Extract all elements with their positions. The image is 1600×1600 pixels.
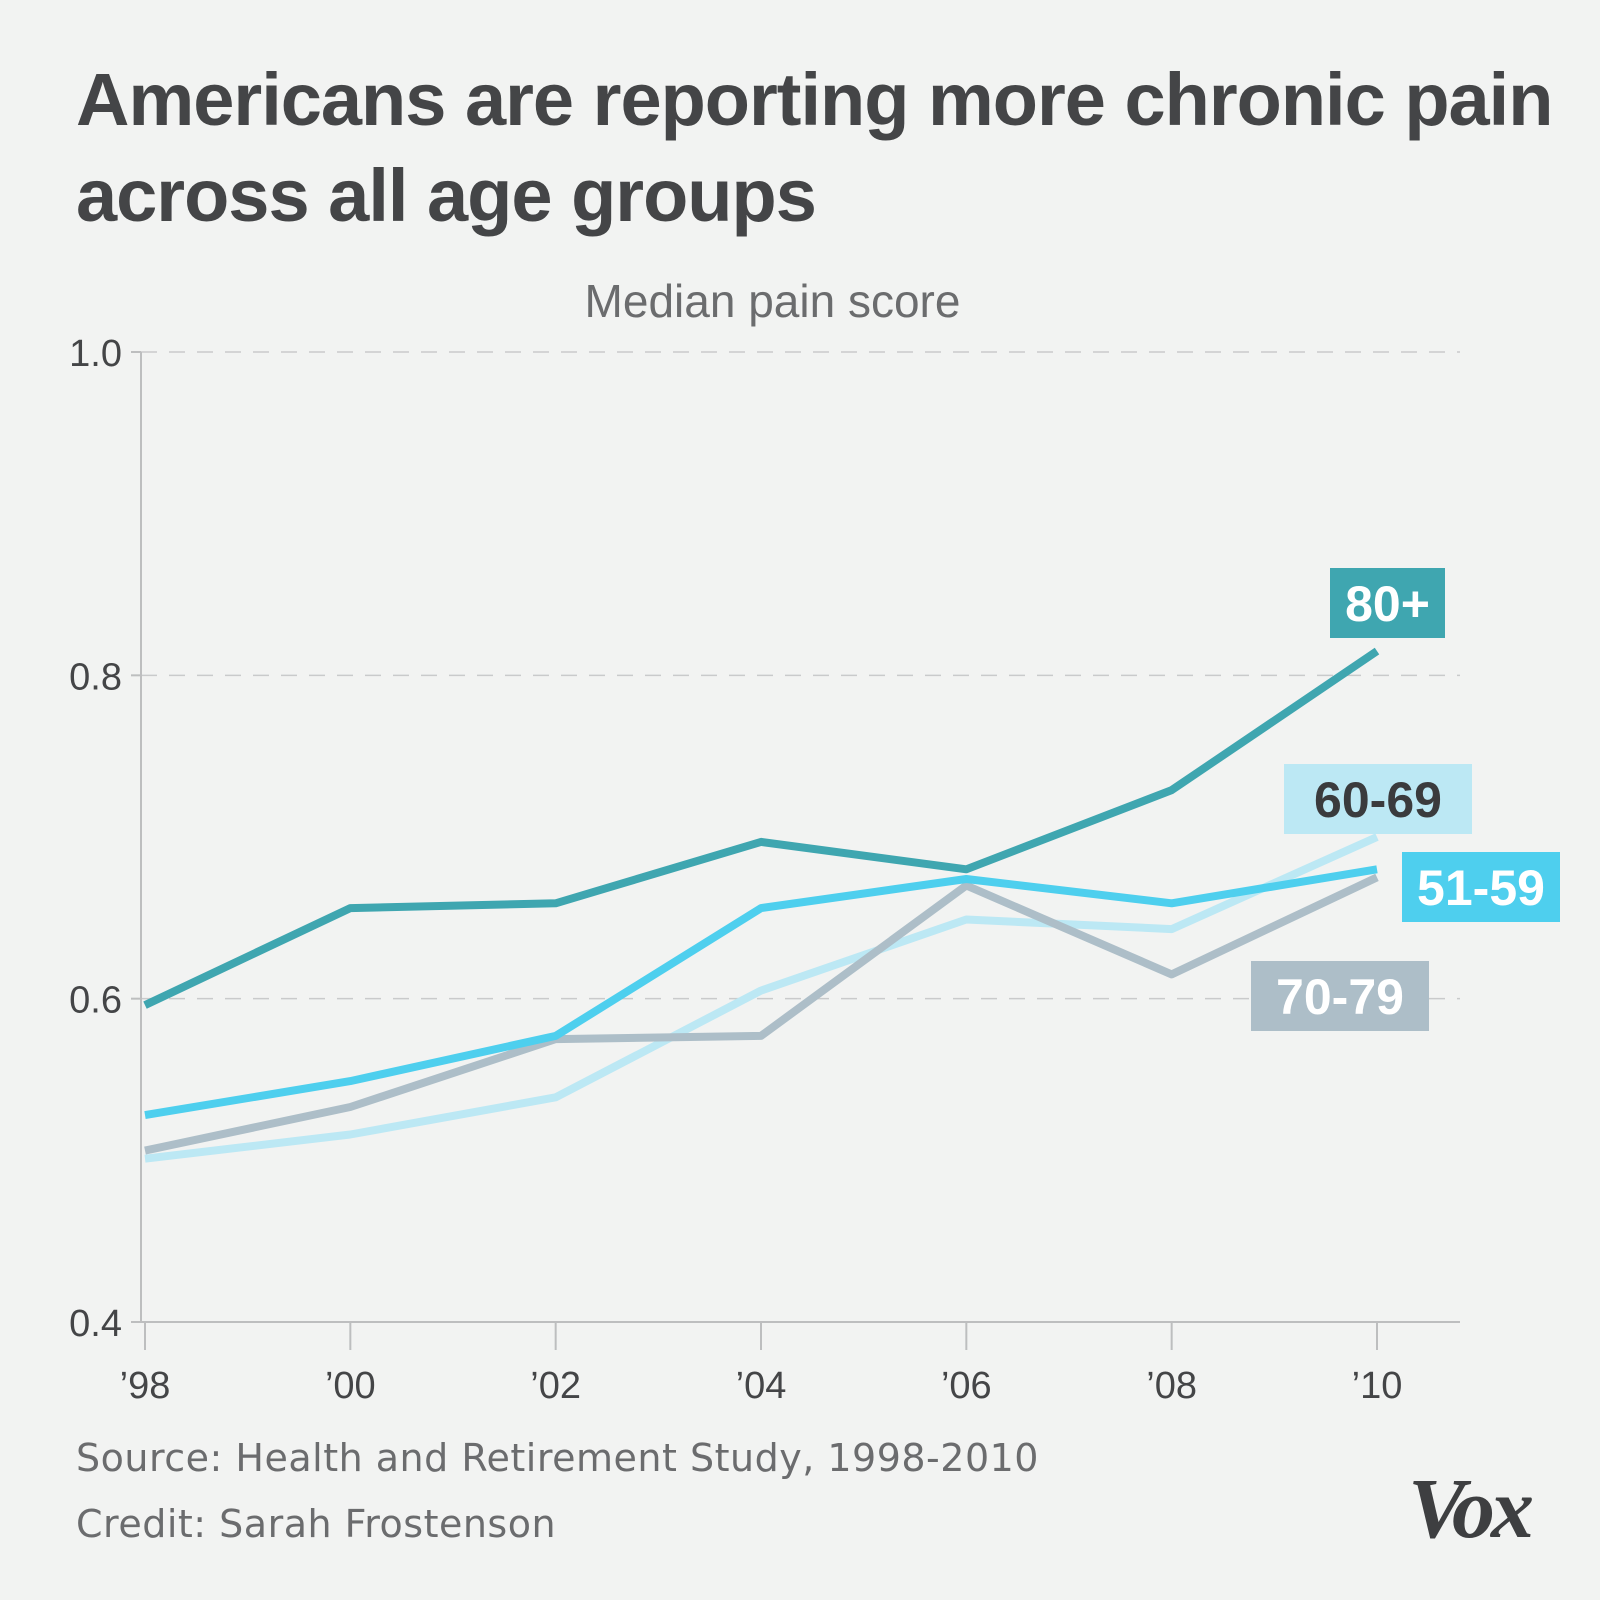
series-label-51-59: 51-59 <box>1402 852 1560 922</box>
x-tick-label: ’98 <box>120 1365 171 1407</box>
x-tick-label: ’02 <box>530 1365 581 1407</box>
y-tick-label: 0.4 <box>69 1303 122 1345</box>
series-label-70-79: 70-79 <box>1251 961 1429 1031</box>
y-tick-label: 1.0 <box>69 333 122 375</box>
y-tick-label: 0.8 <box>69 656 122 698</box>
series-label-box <box>1251 961 1429 1031</box>
line-chart: 0.4 0.6 0.8 1.0 ’98 ’00 ’02 ’04 ’06 ’08 ’10 80+ 60-… <box>69 333 1560 1407</box>
x-tick-label: ’08 <box>1146 1365 1197 1407</box>
chart-subtitle: Median pain score <box>584 275 961 327</box>
series-line-51-59 <box>144 865 1378 1120</box>
series-label-text: 51-59 <box>1417 860 1545 916</box>
series-line-70-79 <box>144 873 1379 1155</box>
y-tick-label: 0.6 <box>69 980 122 1022</box>
source-note: Source: Health and Retirement Study, 199… <box>76 1436 1039 1480</box>
x-tick-label: ’00 <box>325 1365 376 1407</box>
series-label-text: 70-79 <box>1276 969 1404 1025</box>
x-tick-label: ’06 <box>941 1365 992 1407</box>
series-label-60-69: 60-69 <box>1284 764 1472 834</box>
series-label-box <box>1330 568 1445 638</box>
series-line-80+ <box>143 647 1380 1009</box>
x-tick-label: ’04 <box>736 1365 787 1407</box>
series-label-box <box>1284 764 1472 834</box>
axes: 0.4 0.6 0.8 1.0 ’98 ’00 ’02 ’04 ’06 ’08 ’10 <box>69 333 1460 1407</box>
series-label-text: 80+ <box>1345 576 1430 632</box>
series-line-60-69 <box>144 833 1379 1163</box>
x-tick-label: ’10 <box>1352 1365 1403 1407</box>
series-label-box <box>1402 852 1560 922</box>
gridlines <box>141 351 1460 1000</box>
series-label-text: 60-69 <box>1314 772 1442 828</box>
series-lines <box>143 647 1380 1163</box>
vox-logo: Vox <box>1408 1460 1534 1556</box>
series-label-80+: 80+ <box>1330 568 1445 638</box>
chart-title: Americans are reporting more chronic pai… <box>76 58 1553 237</box>
credit-note: Credit: Sarah Frostenson <box>76 1502 557 1546</box>
